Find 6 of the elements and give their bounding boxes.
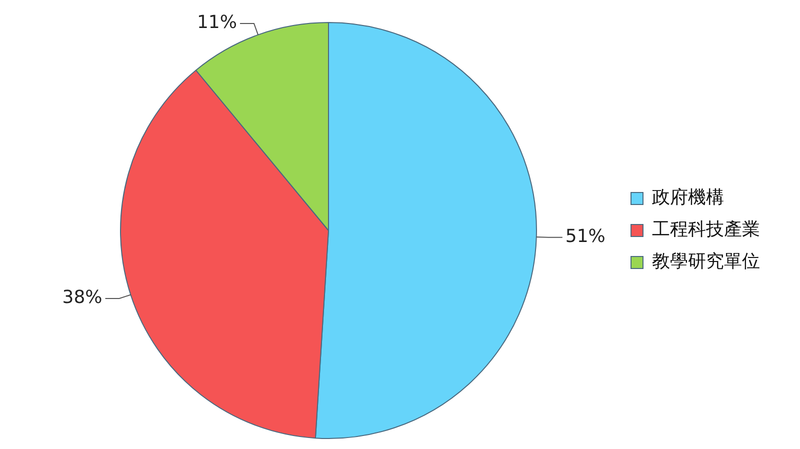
legend-label: 政府機構 <box>652 187 724 208</box>
data-label: 38% <box>62 287 102 308</box>
data-label: 51% <box>565 226 606 248</box>
legend-label: 工程科技產業 <box>652 219 760 240</box>
data-label: 11% <box>196 12 237 34</box>
legend-label: 教學研究單位 <box>652 251 760 272</box>
